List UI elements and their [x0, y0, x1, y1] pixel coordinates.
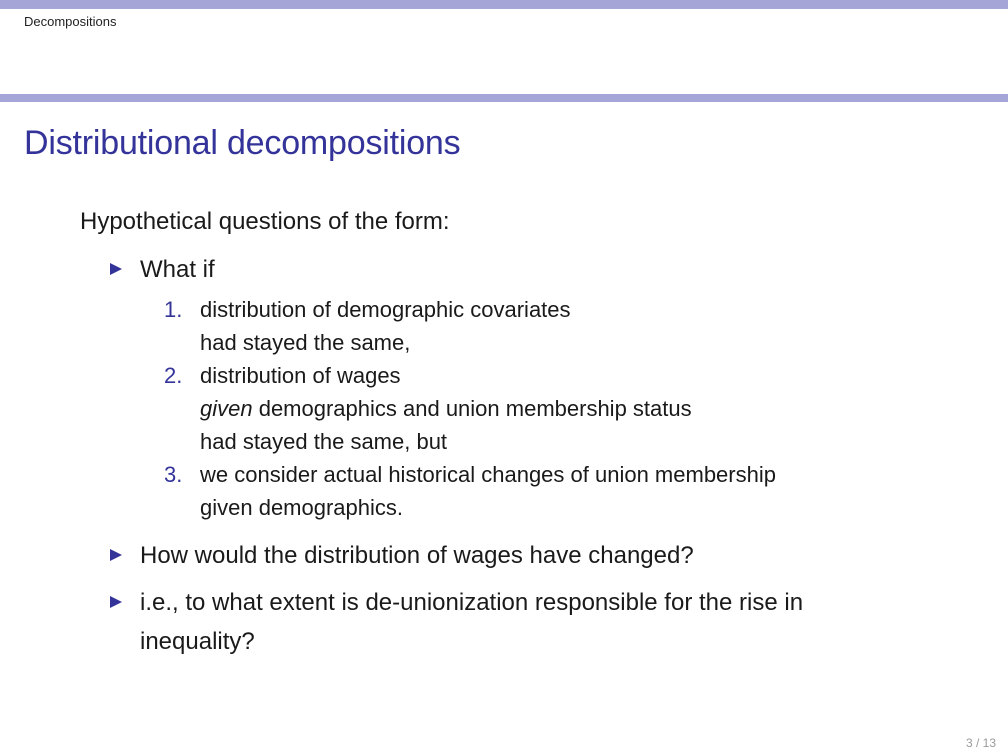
item-number: 2.: [164, 363, 183, 388]
title-bar: [0, 94, 1008, 102]
bullet-wage-change: How would the distribution of wages have…: [80, 536, 960, 575]
bullet-text: What if: [140, 256, 215, 283]
italic-text: given: [200, 396, 253, 421]
section-label: Decompositions: [24, 14, 117, 29]
list-item: 1. distribution of demographic covariate…: [140, 293, 960, 359]
enumerated-list: 1. distribution of demographic covariate…: [140, 293, 960, 524]
triangle-bullet-icon: [110, 549, 122, 561]
list-item: 2. distribution of wages given demograph…: [140, 359, 960, 458]
triangle-bullet-icon: [110, 596, 122, 608]
slide-content: Hypothetical questions of the form: What…: [80, 208, 960, 661]
item-text: demographics and union membership status: [252, 396, 692, 421]
header-bar: [0, 0, 1008, 9]
bullet-deunionization: i.e., to what extent is de-unionization …: [80, 583, 960, 661]
item-number: 3.: [164, 462, 183, 487]
bullet-text: inequality?: [140, 628, 255, 655]
item-text: given demographics and union membership …: [200, 392, 960, 425]
page-number: 3 / 13: [965, 736, 996, 750]
item-text: distribution of wages: [200, 363, 401, 388]
item-text: distribution of demographic covariates: [200, 297, 571, 322]
intro-text: Hypothetical questions of the form:: [80, 208, 450, 235]
item-text: had stayed the same, but: [200, 429, 448, 454]
bullet-what-if: What if 1. distribution of demographic c…: [80, 250, 960, 524]
bullet-text: How would the distribution of wages have…: [140, 542, 694, 569]
triangle-bullet-icon: [110, 263, 122, 275]
item-text: we consider actual historical changes of…: [200, 462, 776, 487]
item-number: 1.: [164, 297, 183, 322]
item-text: had stayed the same,: [200, 330, 411, 355]
frame-title: Distributional decompositions: [24, 124, 461, 162]
item-text: given demographics.: [200, 495, 404, 520]
list-item: 3. we consider actual historical changes…: [140, 458, 960, 524]
bullet-text: i.e., to what extent is de-unionization …: [140, 589, 804, 616]
